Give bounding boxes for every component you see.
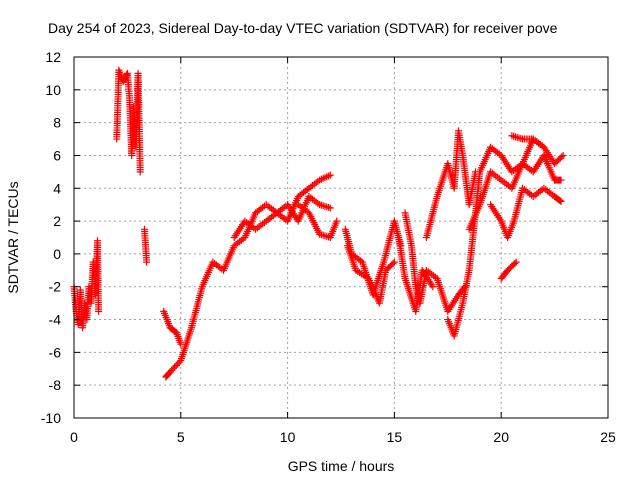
y-tick-label: -8 (49, 377, 62, 393)
x-tick-label: 15 (387, 429, 403, 445)
y-tick-label: 2 (53, 213, 61, 229)
plus-marker (166, 368, 174, 376)
plus-marker (429, 283, 437, 291)
plus-marker (558, 153, 566, 161)
data-series (160, 307, 185, 348)
data-series (497, 258, 520, 283)
y-axis-label: SDTVAR / TECUs (5, 181, 21, 293)
plus-marker (557, 176, 565, 184)
data-series (230, 171, 334, 241)
x-axis-label: GPS time / hours (288, 458, 395, 474)
y-tick-label: -4 (49, 312, 62, 328)
x-tick-label: 25 (600, 429, 616, 445)
y-tick-label: 12 (45, 49, 61, 65)
y-tick-label: 0 (53, 246, 61, 262)
y-tick-label: -2 (49, 279, 62, 295)
x-tick-label: 0 (70, 429, 78, 445)
x-tick-label: 20 (493, 429, 509, 445)
y-tick-label: 4 (53, 180, 61, 196)
plus-marker (123, 71, 131, 79)
y-tick-label: -6 (49, 344, 62, 360)
plus-marker (172, 361, 180, 369)
plus-marker (136, 168, 144, 176)
x-tick-label: 5 (177, 429, 185, 445)
data-series (508, 132, 548, 151)
plus-marker (169, 365, 177, 373)
plus-marker (95, 307, 103, 315)
plus-marker (175, 358, 183, 366)
data-series (487, 184, 565, 241)
plus-marker (556, 197, 564, 205)
plus-marker (171, 363, 179, 371)
plus-marker (333, 217, 341, 225)
chart-title: Day 254 of 2023, Sidereal Day-to-day VTE… (48, 20, 558, 36)
data-series (343, 242, 398, 307)
grid-lines (74, 57, 608, 418)
data-series (113, 66, 144, 176)
x-tick-label: 10 (280, 429, 296, 445)
plus-marker (557, 197, 565, 205)
y-tick-label: -10 (41, 410, 61, 426)
plot-markers (70, 66, 567, 381)
plus-marker (326, 171, 334, 179)
data-series (422, 127, 480, 241)
data-series (401, 209, 469, 315)
plus-marker (540, 143, 548, 151)
plus-marker (390, 258, 398, 266)
plus-marker (326, 204, 334, 212)
plus-marker (559, 151, 567, 159)
axis-ticks: 0 5 10 15 20 25 -10 -8 -6 -4 -2 0 2 4 6 8 10 12 (41, 49, 616, 445)
plot-frame (73, 56, 609, 419)
plus-marker (143, 258, 151, 266)
plus-marker (389, 259, 397, 267)
data-series (444, 135, 567, 340)
y-tick-label: 8 (53, 115, 61, 131)
plus-marker (168, 366, 176, 374)
data-series (140, 225, 151, 266)
plus-marker (165, 370, 173, 378)
plus-marker (511, 259, 519, 267)
y-tick-label: 10 (45, 82, 61, 98)
plus-marker (174, 360, 182, 368)
data-series (465, 151, 565, 233)
data-series (294, 201, 341, 241)
plus-marker (512, 258, 520, 266)
data-series (395, 234, 437, 315)
y-tick-label: 6 (53, 147, 61, 163)
